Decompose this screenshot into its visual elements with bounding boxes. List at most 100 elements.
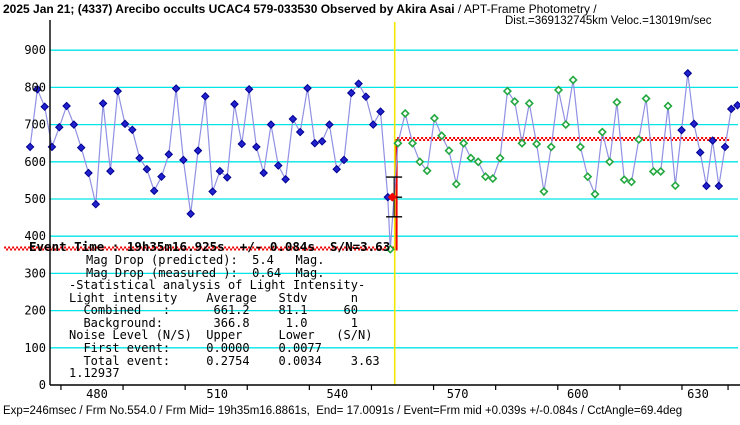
- data-point-blue: [40, 102, 49, 112]
- data-point-green: [517, 138, 527, 148]
- data-point-blue: [237, 139, 247, 149]
- data-point-green: [612, 97, 622, 107]
- data-point-blue: [69, 120, 79, 129]
- data-point-blue: [106, 166, 115, 176]
- data-point-green: [575, 142, 585, 152]
- data-point-green: [626, 177, 637, 187]
- data-point-blue: [310, 138, 320, 148]
- data-point-blue: [244, 84, 254, 94]
- data-point-green: [451, 179, 461, 189]
- data-point-green: [429, 113, 439, 123]
- data-point-blue: [222, 173, 232, 182]
- data-point-blue: [164, 150, 174, 159]
- data-point-blue: [295, 127, 305, 137]
- data-point-green: [590, 189, 600, 199]
- data-point-blue: [193, 146, 203, 155]
- data-point-blue: [91, 199, 101, 209]
- data-point-blue: [62, 101, 71, 111]
- data-point-blue: [127, 125, 137, 135]
- data-point-blue: [368, 120, 378, 129]
- data-point-green: [415, 157, 425, 167]
- data-point-green: [597, 127, 607, 137]
- y-tick-label: 500: [24, 192, 46, 206]
- distance-velocity-readout: Dist.=369132745km Veloc.=13019m/sec: [505, 15, 712, 27]
- data-point-blue: [354, 79, 363, 88]
- data-point-blue: [113, 86, 122, 96]
- data-point-green: [437, 131, 447, 141]
- data-point-blue: [179, 155, 188, 165]
- data-point-green: [385, 244, 395, 254]
- x-tick-label: 480: [86, 387, 108, 401]
- data-point-blue: [76, 143, 86, 152]
- data-point-green: [583, 172, 593, 182]
- data-point-blue: [689, 119, 699, 129]
- statistical-analysis-block: -Statistical analysis of Light Intensity…: [69, 278, 380, 381]
- data-point-blue: [208, 187, 217, 196]
- data-point-blue: [200, 92, 210, 101]
- data-point-blue: [346, 88, 356, 98]
- data-point-blue: [186, 209, 196, 219]
- data-point-blue: [677, 125, 686, 135]
- y-tick-label: 600: [24, 155, 46, 169]
- y-tick-label: 800: [24, 80, 46, 94]
- page-title: 2025 Jan 21; (4337) Arecibo occults UCAC…: [3, 2, 597, 16]
- data-point-green: [480, 172, 491, 182]
- data-point-blue: [714, 181, 724, 191]
- frame-status-bar: Exp=246msec / Frm No.554.0 / Frm Mid= 19…: [3, 405, 683, 417]
- data-point-green: [532, 139, 542, 149]
- mag-drop-predicted: Mag Drop (predicted): 5.4 Mag.: [86, 253, 325, 267]
- x-tick-label: 540: [327, 387, 349, 401]
- data-point-blue: [288, 114, 298, 124]
- data-point-blue: [149, 186, 159, 196]
- data-point-green: [648, 166, 658, 177]
- data-point-blue: [708, 136, 717, 145]
- data-point-blue: [142, 164, 152, 174]
- data-point-green: [539, 187, 549, 197]
- y-tick-label: 400: [24, 229, 46, 243]
- y-tick-label: 200: [24, 304, 46, 318]
- data-point-blue: [332, 164, 342, 174]
- y-tick-label: 100: [24, 341, 46, 355]
- data-point-blue: [733, 100, 740, 110]
- x-tick-label: 630: [687, 387, 709, 401]
- y-tick-label: 900: [24, 43, 46, 57]
- data-point-blue: [230, 99, 239, 109]
- data-point-blue: [98, 99, 108, 108]
- data-point-blue: [361, 92, 371, 102]
- data-point-blue: [720, 142, 730, 152]
- data-point-blue: [33, 84, 42, 94]
- mag-drop-measured: Mag Drop (measured ): 0.64 Mag.: [86, 266, 325, 280]
- data-point-green: [510, 97, 520, 107]
- data-point-green: [619, 175, 629, 185]
- data-point-blue: [215, 166, 225, 176]
- data-point-blue: [695, 148, 705, 157]
- data-point-blue: [376, 107, 385, 116]
- data-point-blue: [157, 172, 166, 181]
- data-point-green: [524, 98, 534, 108]
- data-point-green: [670, 181, 680, 191]
- data-point-green: [641, 94, 651, 104]
- data-point-blue: [683, 68, 693, 78]
- data-point-blue: [339, 155, 349, 165]
- data-point-green: [444, 146, 454, 156]
- data-point-blue: [303, 83, 312, 93]
- data-point-blue: [702, 181, 711, 191]
- data-point-blue: [726, 104, 736, 114]
- x-tick-label: 570: [447, 387, 469, 401]
- data-point-blue: [281, 174, 290, 184]
- data-point-blue: [171, 84, 181, 93]
- data-point-green: [546, 142, 556, 152]
- x-tick-label: 600: [567, 387, 589, 401]
- data-point-blue: [266, 120, 276, 129]
- y-tick-label: 700: [24, 118, 46, 132]
- data-point-green: [473, 157, 483, 167]
- y-tick-label: 300: [24, 266, 46, 280]
- data-point-blue: [120, 119, 130, 129]
- title-method-text: / APT-Frame Photometry /: [454, 2, 597, 16]
- data-point-blue: [135, 153, 144, 163]
- y-tick-label: 0: [39, 378, 46, 392]
- data-point-green: [459, 138, 469, 148]
- data-point-green: [568, 75, 578, 85]
- data-point-green: [407, 138, 418, 148]
